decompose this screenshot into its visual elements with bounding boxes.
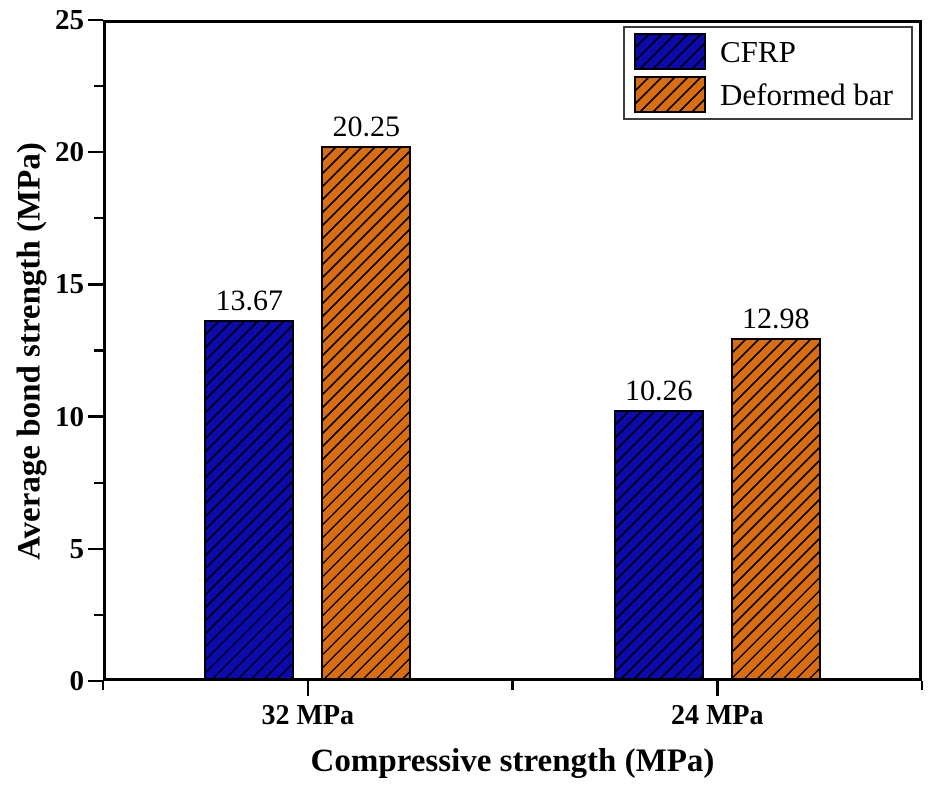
x-tick-label-24-mpa: 24 MPa: [670, 700, 764, 731]
bar-deformed-bar-24-mpa: [730, 337, 821, 681]
x-tick-label-32-mpa: 32 MPa: [261, 700, 355, 731]
legend-label-cfrp: CFRP: [720, 34, 796, 69]
x-major-tick: [716, 681, 719, 696]
y-tick-label: 25: [55, 4, 84, 36]
y-tick-label: 0: [69, 665, 85, 697]
bar-value-label: 10.26: [625, 373, 693, 407]
y-major-tick: [88, 547, 103, 551]
x-major-tick: [306, 681, 309, 696]
y-tick-label: 15: [55, 268, 84, 301]
legend-label-deformed-bar: Deformed bar: [720, 77, 893, 112]
legend: CFRP Deformed bar: [623, 26, 913, 120]
y-major-tick: [88, 150, 103, 154]
x-axis-title: Compressive strength (MPa): [310, 743, 715, 779]
x-minor-tick: [101, 681, 105, 690]
legend-item-deformed-bar: Deformed bar: [634, 76, 911, 113]
y-minor-tick: [94, 349, 103, 352]
y-minor-tick: [94, 613, 103, 616]
bar-value-label: 13.67: [215, 283, 284, 317]
legend-swatch-deformed-bar: [634, 76, 706, 113]
y-minor-tick: [94, 481, 103, 484]
y-axis-title: Average bond strength (MPa): [11, 142, 48, 560]
bar-deformed-bar-32-mpa: [321, 145, 412, 681]
legend-swatch-cfrp: [634, 33, 706, 70]
y-major-tick: [88, 18, 103, 22]
y-major-tick: [88, 283, 103, 286]
y-minor-tick: [94, 217, 103, 220]
x-minor-tick: [920, 681, 924, 690]
bar-cfrp-32-mpa: [204, 319, 295, 681]
bar-value-label: 12.98: [742, 301, 810, 335]
y-tick-label: 5: [69, 532, 85, 565]
bar-cfrp-24-mpa: [613, 409, 704, 681]
y-major-tick: [88, 679, 103, 683]
bar-value-label: 20.25: [332, 109, 401, 143]
y-tick-label: 10: [55, 400, 84, 433]
y-minor-tick: [94, 85, 103, 88]
y-tick-label: 20: [55, 136, 84, 169]
plot-area: 0 5 10 15 20 25 32 MPa 24 MPa 13.67 10.26 20.25 12.…: [55, 4, 924, 731]
y-major-tick: [88, 415, 103, 418]
legend-item-cfrp: CFRP: [634, 33, 911, 70]
x-minor-tick: [511, 681, 514, 690]
